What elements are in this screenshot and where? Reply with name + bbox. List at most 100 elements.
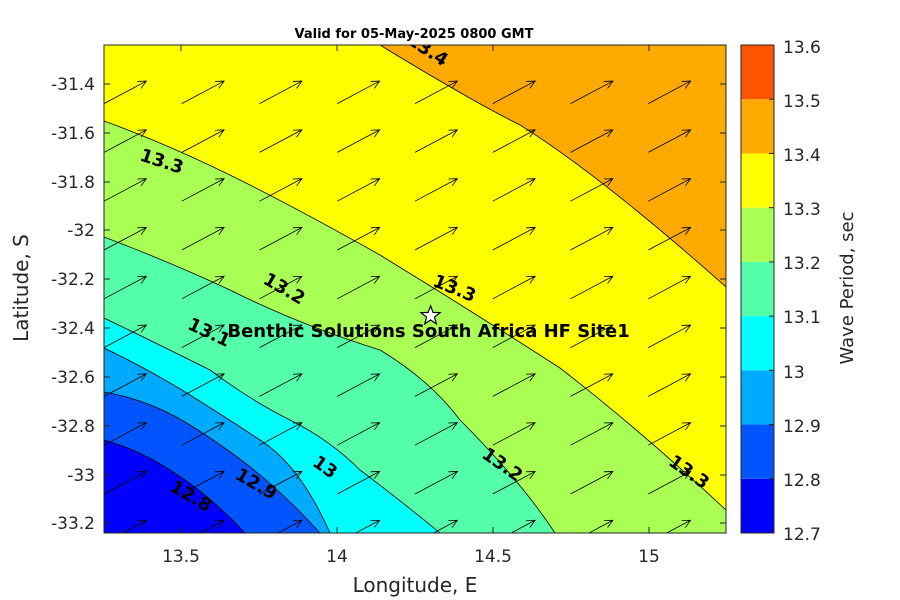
wave-vector xyxy=(648,129,692,153)
wave-vector xyxy=(354,519,381,533)
wave-vector xyxy=(104,178,148,202)
wave-vector xyxy=(181,178,225,202)
wave-vector xyxy=(414,422,459,446)
x-tick-15: 15 xyxy=(638,547,660,567)
wave-vector xyxy=(259,373,303,397)
colorbar-label: Wave Period, sec xyxy=(837,211,858,364)
y-axis-label: Latitude, S xyxy=(9,234,33,342)
wave-vector xyxy=(337,178,381,202)
wave-vector xyxy=(104,227,148,251)
wave-vector xyxy=(259,129,303,153)
wave-vector xyxy=(414,275,459,300)
y-tick: -32.8 xyxy=(51,417,95,437)
wave-vector xyxy=(414,129,459,153)
colorbar-swatch xyxy=(741,370,774,425)
site-star-icon xyxy=(419,304,442,326)
wave-vector xyxy=(492,227,536,251)
plot-frame xyxy=(103,44,727,534)
wave-vector xyxy=(414,324,459,348)
wave-vector xyxy=(337,324,381,348)
wave-vector xyxy=(259,178,303,202)
colorbar-tick: 13.2 xyxy=(783,254,821,274)
wave-vector xyxy=(570,129,614,153)
band-13.4-13.5 xyxy=(379,45,726,288)
colorbar-tick: 13.5 xyxy=(783,92,821,112)
wave-vector xyxy=(588,519,614,533)
colorbar-swatch xyxy=(741,316,774,371)
colorbar-tick: 13 xyxy=(783,363,805,383)
y-tick: -31.6 xyxy=(51,124,95,144)
wave-vector xyxy=(181,275,225,300)
y-tick: -33.2 xyxy=(51,514,95,534)
colorbar-tick: 12.8 xyxy=(783,471,821,491)
wave-vector xyxy=(648,178,692,202)
wave-vector xyxy=(492,471,536,495)
colorbar-swatch xyxy=(741,261,774,317)
wave-vector xyxy=(181,422,225,446)
wave-vector xyxy=(104,80,148,104)
wave-vector xyxy=(181,80,225,104)
wave-vector xyxy=(414,178,459,202)
wave-vector xyxy=(104,373,148,397)
wave-vector xyxy=(181,373,225,397)
wave-vector xyxy=(492,422,536,446)
wave-vector xyxy=(414,373,459,397)
site-label: Benthic Solutions South Africa HF Site1 xyxy=(227,321,629,342)
wave-vector xyxy=(121,519,148,533)
wave-vector xyxy=(181,471,225,495)
colorbar-frame xyxy=(740,44,775,534)
y-tick: -32.2 xyxy=(51,270,95,290)
plot-area: 13.413.313.313.313.213.213.11312.912.8Be… xyxy=(103,44,727,534)
y-tick: -32.4 xyxy=(51,319,95,339)
colorbar-tick: 13.1 xyxy=(783,308,821,328)
wave-vector xyxy=(337,471,381,495)
colorbar-ticks: 12.7 12.8 12.9 13 13.1 13.2 13.3 13.4 13… xyxy=(783,38,821,545)
wave-vector xyxy=(259,275,303,300)
wave-vector xyxy=(104,129,148,153)
colorbar-swatch xyxy=(741,153,774,208)
colorbar-swatch xyxy=(741,99,774,154)
colorbar-swatch xyxy=(741,424,774,479)
wave-vector xyxy=(259,80,303,104)
wave-vector xyxy=(414,471,459,495)
wave-vector xyxy=(337,129,381,153)
wave-vector xyxy=(648,373,692,397)
wave-vector xyxy=(492,178,536,202)
wave-vector xyxy=(570,471,614,495)
wave-vector xyxy=(259,324,303,348)
colorbar-tick: 13.3 xyxy=(783,200,821,220)
x-tick-14.5: 14.5 xyxy=(474,547,512,567)
wave-vector xyxy=(181,227,225,251)
wave-vector xyxy=(414,80,459,104)
colorbar-tick: 12.9 xyxy=(783,417,821,437)
wave-vector xyxy=(570,80,614,104)
wave-vector xyxy=(104,422,148,446)
wave-vector xyxy=(337,227,381,251)
wave-vector xyxy=(648,471,692,495)
wave-vector xyxy=(510,519,536,533)
y-tick: -32 xyxy=(67,221,95,241)
colorbar-swatch xyxy=(741,45,774,100)
colorbar-tick: 13.6 xyxy=(783,38,821,58)
wave-vector xyxy=(570,227,614,251)
wave-vector xyxy=(432,519,459,533)
colorbar-tick: 12.7 xyxy=(783,525,821,545)
wave-vector xyxy=(665,519,692,533)
wave-vector xyxy=(648,80,692,104)
wave-vector xyxy=(492,80,536,104)
x-tick-13.5: 13.5 xyxy=(162,547,200,567)
wave-vector xyxy=(570,422,614,446)
colorbar-swatch xyxy=(741,207,774,262)
map-title: Valid for 05-May-2025 0800 GMT xyxy=(295,27,534,42)
y-tick: -31.8 xyxy=(51,173,95,193)
wave-vector xyxy=(414,227,459,251)
wave-vector xyxy=(181,129,225,153)
wave-vector xyxy=(199,519,225,533)
wave-vector xyxy=(337,422,381,446)
band-12.7-12.8 xyxy=(104,439,246,533)
wave-vector xyxy=(492,373,536,397)
colorbar-swatch xyxy=(741,478,774,533)
wave-vector xyxy=(570,178,614,202)
x-axis: 13.5 14 14.5 15 xyxy=(162,547,660,567)
